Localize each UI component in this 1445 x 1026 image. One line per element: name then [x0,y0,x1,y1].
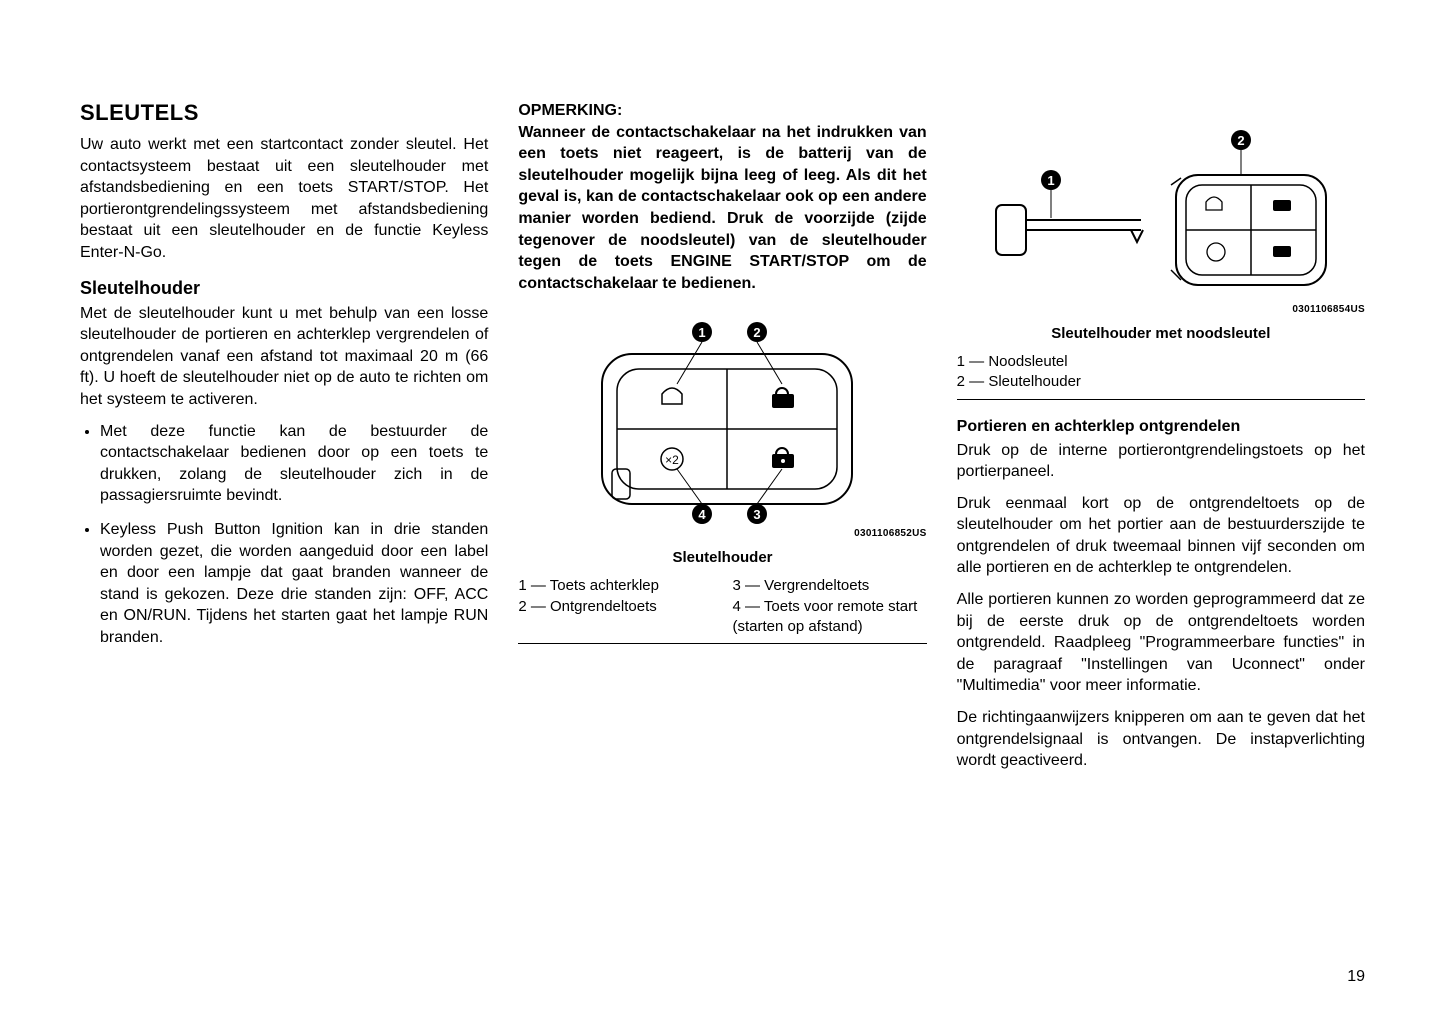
figure-id: 0301106854US [957,304,1365,315]
figure-id: 0301106852US [518,528,926,539]
keyfob-emergency-illustration: 1 2 [981,120,1341,300]
legend-item: 2 — Ontgrendeltoets [518,597,712,617]
sleutelhouder-paragraph: Met de sleutelhouder kunt u met behulp v… [80,303,488,411]
svg-text:×2: ×2 [666,453,680,467]
note-block: OPMERKING: Wanneer de contactschakelaar … [518,100,926,294]
legend-item: 3 — Vergrendeltoets [733,576,927,596]
figure-keyfob: ×2 1 2 3 4 0301106852US [518,314,926,566]
list-item: Met deze functie kan de bestuurder de co… [100,421,488,507]
heading-unlock: Portieren en achterklep ontgrendelen [957,418,1365,436]
column-2: OPMERKING: Wanneer de contactschakelaar … [518,100,926,782]
legend-item: 1 — Toets achterklep [518,576,712,596]
svg-text:4: 4 [699,507,707,522]
svg-text:3: 3 [754,507,761,522]
legend-item: 4 — Toets voor remote start (starten op … [733,597,927,638]
figure-keyfob-emergency: 1 2 0301106854US Sleutelhouder met noods… [957,120,1365,342]
intro-paragraph: Uw auto werkt met een startcontact zonde… [80,134,488,264]
list-item: Keyless Push Button Ignition kan in drie… [100,519,488,649]
figure-legend: 1 — Toets achterklep 2 — Ontgrendeltoets… [518,576,926,644]
svg-text:1: 1 [699,325,706,340]
paragraph: Alle portieren kunnen zo worden geprogra… [957,589,1365,697]
paragraph: Druk eenmaal kort op de ontgrendeltoets … [957,493,1365,579]
figure-legend-2: 1 — Noodsleutel 2 — Sleutelhouder [957,352,1365,400]
heading-sleutelhouder: Sleutelhouder [80,278,488,299]
legend-item: 1 — Noodsleutel [957,352,1365,372]
note-body: Wanneer de contactschakelaar na het in­d… [518,124,926,292]
figure-caption: Sleutelhouder [518,549,926,566]
column-1: SLEUTELS Uw auto werkt met een startcont… [80,100,488,782]
svg-text:2: 2 [1237,133,1244,148]
svg-text:1: 1 [1047,173,1054,188]
figure-caption: Sleutelhouder met noodsleutel [957,325,1365,342]
heading-sleutels: SLEUTELS [80,100,488,126]
note-label: OPMERKING: [518,102,622,119]
feature-list: Met deze functie kan de bestuurder de co… [80,421,488,649]
legend-item: 2 — Sleutelhouder [957,372,1365,392]
page-number: 19 [1347,968,1365,986]
page-content: SLEUTELS Uw auto werkt met een startcont… [80,100,1365,782]
svg-text:2: 2 [754,325,761,340]
paragraph: Druk op de interne portierontgrendelings… [957,440,1365,483]
keyfob-illustration: ×2 1 2 3 4 [562,314,882,524]
column-3: 1 2 0301106854US Sleutelhouder met noods… [957,100,1365,782]
paragraph: De richtingaanwijzers knipperen om aan t… [957,707,1365,772]
